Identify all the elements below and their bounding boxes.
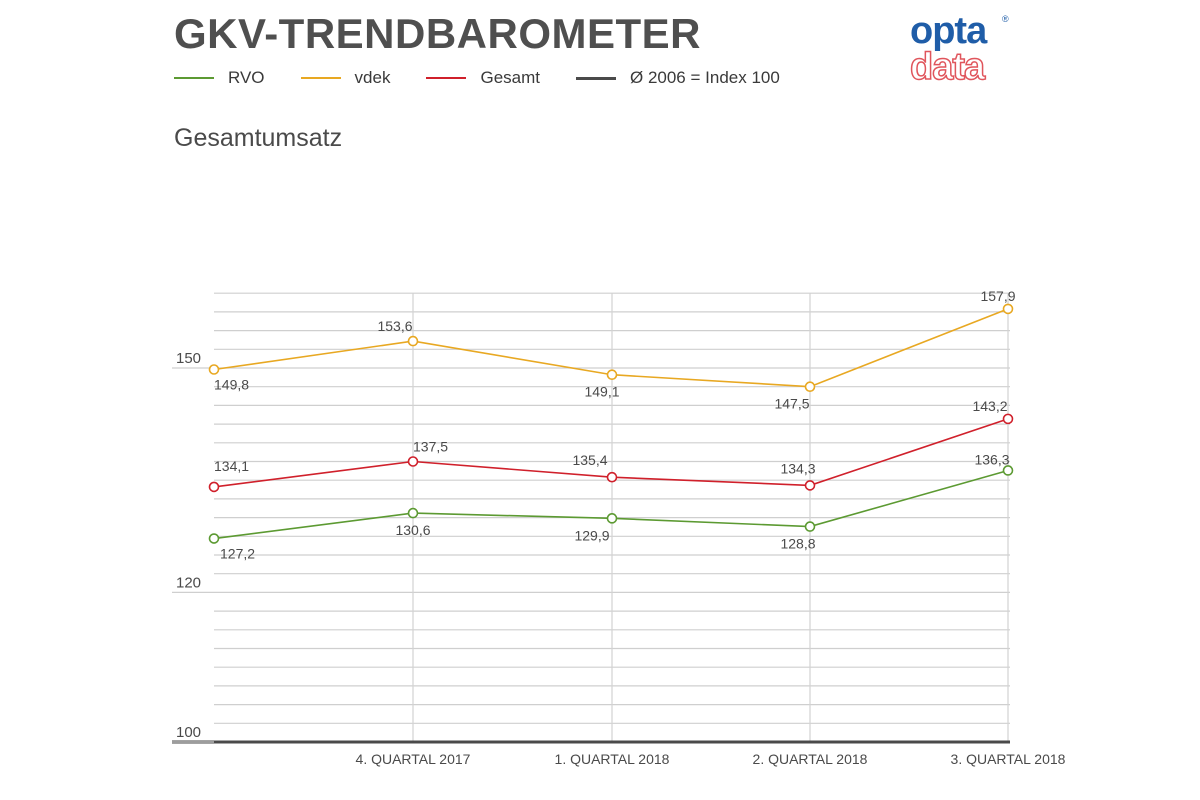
y-tick-label: 120 bbox=[176, 574, 201, 591]
data-point-vdek bbox=[606, 369, 618, 381]
data-point-rvo bbox=[407, 507, 419, 519]
data-point-rvo bbox=[208, 533, 220, 544]
logo-word-opta: opta bbox=[910, 10, 987, 52]
data-point-vdek bbox=[407, 335, 419, 347]
data-label-gesamt: 137,5 bbox=[413, 439, 448, 455]
legend-item-vdek: vdek bbox=[300, 68, 391, 88]
legend-swatch-vdek bbox=[300, 77, 341, 79]
x-tick-label: 2. QUARTAL 2018 bbox=[753, 751, 868, 767]
legend-item-index: Ø 2006 = Index 100 bbox=[576, 68, 780, 88]
data-label-gesamt: 134,1 bbox=[214, 458, 249, 474]
y-tick-label: 100 bbox=[176, 724, 201, 741]
data-point-rvo bbox=[606, 513, 618, 524]
data-label-vdek: 153,6 bbox=[377, 318, 412, 334]
legend-label-gesamt: Gesamt bbox=[480, 68, 540, 87]
logo-registered-mark: ® bbox=[1002, 14, 1009, 24]
x-tick-label: 1. QUARTAL 2018 bbox=[555, 751, 670, 767]
data-label-rvo: 136,3 bbox=[974, 451, 1009, 467]
legend-label-rvo: RVO bbox=[228, 68, 265, 87]
legend-label-vdek: vdek bbox=[354, 68, 391, 87]
logo-word-data: data bbox=[909, 46, 986, 88]
legend-swatch-index bbox=[576, 76, 616, 80]
legend-item-gesamt: Gesamt bbox=[426, 68, 540, 88]
data-label-vdek: 149,1 bbox=[584, 384, 619, 400]
data-label-gesamt: 143,2 bbox=[972, 398, 1007, 414]
data-label-rvo: 127,2 bbox=[220, 546, 255, 562]
chart-subtitle: Gesamtumsatz bbox=[174, 124, 343, 152]
x-tick-label: 4. QUARTAL 2017 bbox=[356, 751, 471, 767]
data-label-vdek: 149,8 bbox=[214, 376, 249, 392]
data-label-gesamt: 135,4 bbox=[572, 452, 607, 468]
legend: RVO vdek Gesamt Ø 2006 = Index 100 bbox=[174, 66, 816, 90]
data-point-vdek bbox=[804, 381, 816, 393]
data-point-gesamt bbox=[208, 481, 220, 493]
data-label-rvo: 130,6 bbox=[395, 522, 430, 538]
data-point-vdek bbox=[208, 364, 220, 375]
data-point-vdek bbox=[1002, 303, 1014, 315]
x-tick-label: 3. QUARTAL 2018 bbox=[951, 751, 1066, 767]
legend-label-index: Ø 2006 = Index 100 bbox=[630, 68, 780, 87]
opta-data-logo: opta ® data bbox=[906, 12, 1016, 90]
data-label-vdek: 147,5 bbox=[774, 396, 809, 412]
data-label-gesamt: 134,3 bbox=[780, 460, 815, 476]
data-point-gesamt bbox=[1002, 413, 1014, 425]
legend-item-rvo: RVO bbox=[174, 68, 265, 88]
data-label-rvo: 128,8 bbox=[780, 536, 815, 552]
data-point-gesamt bbox=[804, 480, 816, 491]
data-point-rvo bbox=[1002, 465, 1014, 476]
data-point-gesamt bbox=[407, 456, 419, 467]
legend-swatch-gesamt bbox=[426, 77, 467, 79]
legend-swatch-rvo bbox=[174, 77, 214, 79]
data-point-gesamt bbox=[606, 471, 618, 483]
y-tick-label: 150 bbox=[176, 350, 201, 367]
data-point-rvo bbox=[804, 521, 816, 532]
data-label-rvo: 129,9 bbox=[574, 527, 609, 543]
data-label-vdek: 157,9 bbox=[980, 288, 1015, 304]
chart-title: GKV-TRENDBAROMETER bbox=[174, 10, 702, 57]
